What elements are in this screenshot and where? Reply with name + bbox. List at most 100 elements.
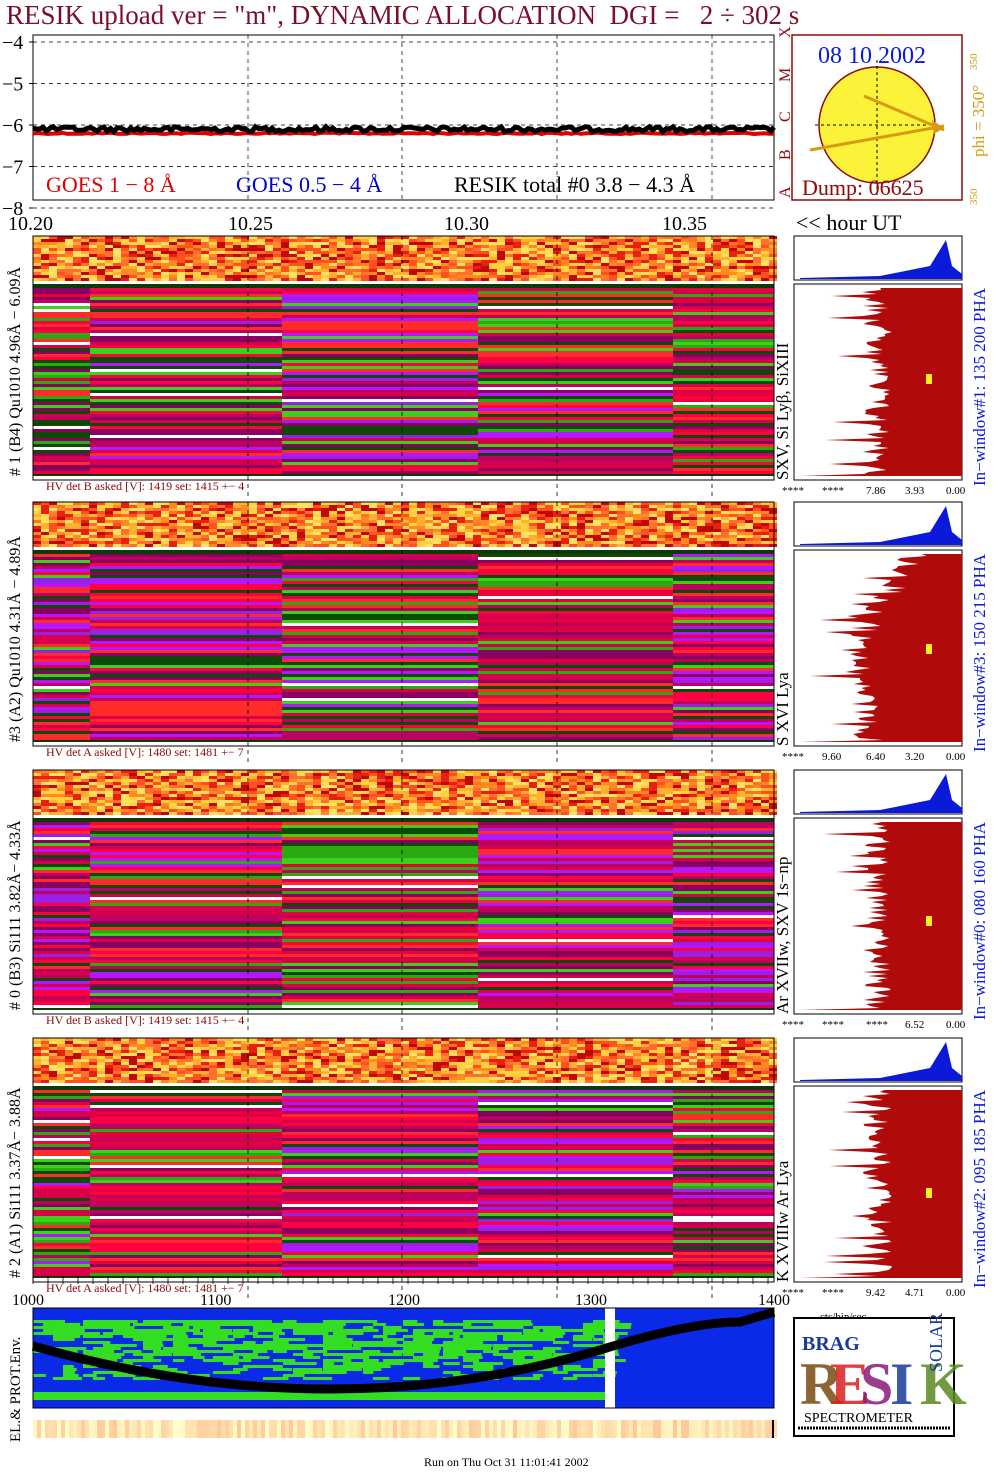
strip-cell: [737, 266, 745, 269]
strip-cell: [433, 773, 441, 776]
strip-cell: [337, 779, 345, 782]
strip-cell: [761, 502, 769, 505]
strip-cell: [497, 523, 505, 526]
strip-cell: [345, 788, 353, 791]
strip-cell: [737, 263, 745, 266]
strip-cell: [113, 809, 121, 812]
strip-cell: [105, 517, 113, 520]
strip-cell: [465, 257, 473, 260]
strip-cell: [409, 272, 417, 275]
strip-cell: [305, 517, 313, 520]
strip-cell: [233, 514, 241, 517]
strip-cell: [49, 257, 57, 260]
spectrogram-row: [282, 644, 478, 647]
strip-cell: [465, 526, 473, 529]
strip-cell: [649, 260, 657, 263]
strip-cell: [393, 541, 401, 544]
strip-cell: [689, 535, 697, 538]
spectrogram-row: [282, 632, 478, 635]
strip-cell: [681, 248, 689, 251]
strip-cell: [393, 526, 401, 529]
strip-cell: [617, 803, 625, 806]
strip-cell: [369, 505, 377, 508]
strip-cell: [153, 242, 161, 245]
strip-cell: [329, 770, 337, 773]
strip-cell: [377, 523, 385, 526]
spectrogram-row: [33, 288, 90, 291]
strip-cell: [337, 532, 345, 535]
strip-cell: [193, 803, 201, 806]
strip-cell: [129, 809, 137, 812]
strip-cell: [297, 520, 305, 523]
strip-cell: [529, 502, 537, 505]
strip-cell: [193, 245, 201, 248]
strip-cell: [41, 251, 49, 254]
strip-cell: [673, 239, 681, 242]
strip-cell: [353, 803, 361, 806]
strip-cell: [41, 514, 49, 517]
strip-cell: [161, 794, 169, 797]
strip-cell: [577, 508, 585, 511]
strip-cell: [185, 800, 193, 803]
strip-cell: [689, 508, 697, 511]
strip-cell: [769, 544, 777, 547]
strip-cell: [649, 502, 657, 505]
strip-cell: [737, 812, 745, 815]
strip-cell: [689, 251, 697, 254]
strip-cell: [273, 269, 281, 272]
strip-cell: [337, 785, 345, 788]
strip-cell: [673, 523, 681, 526]
strip-cell: [633, 794, 641, 797]
strip-cell: [697, 523, 705, 526]
strip-cell: [129, 779, 137, 782]
strip-cell: [473, 502, 481, 505]
spectrogram-row: [90, 393, 282, 396]
strip-cell: [705, 236, 713, 239]
strip-cell: [201, 508, 209, 511]
strip-cell: [361, 251, 369, 254]
strip-cell: [401, 236, 409, 239]
strip-cell: [489, 254, 497, 257]
strip-cell: [417, 245, 425, 248]
strip-cell: [177, 248, 185, 251]
strip-cell: [681, 532, 689, 535]
strip-cell: [169, 538, 177, 541]
spectrogram-row: [33, 912, 90, 915]
strip-cell: [585, 779, 593, 782]
strip-cell: [273, 251, 281, 254]
y-tick-label: −7: [2, 157, 23, 179]
strip-cell: [553, 272, 561, 275]
strip-cell: [545, 242, 553, 245]
strip-cell: [473, 263, 481, 266]
strip-cell: [97, 791, 105, 794]
strip-cell: [257, 254, 265, 257]
spectrogram-row: [282, 366, 478, 369]
strip-cell: [89, 532, 97, 535]
strip-cell: [97, 245, 105, 248]
strip-cell: [177, 502, 185, 505]
strip-cell: [737, 269, 745, 272]
spectrogram-row: [90, 315, 282, 318]
strip-cell: [209, 803, 217, 806]
spectrogram-row: [90, 414, 282, 417]
strip-cell: [169, 782, 177, 785]
strip-cell: [593, 245, 601, 248]
strip-cell: [617, 800, 625, 803]
strip-cell: [193, 272, 201, 275]
strip-cell: [193, 248, 201, 251]
strip-cell: [641, 538, 649, 541]
strip-cell: [489, 779, 497, 782]
strip-cell: [625, 257, 633, 260]
strip-cell: [393, 254, 401, 257]
strip-cell: [169, 514, 177, 517]
strip-cell: [273, 260, 281, 263]
spectrogram-row: [282, 572, 478, 575]
strip-cell: [121, 529, 129, 532]
spectrogram-row: [478, 641, 673, 644]
spectrogram-row: [33, 554, 90, 557]
strip-cell: [257, 272, 265, 275]
strip-cell: [273, 541, 281, 544]
strip-cell: [113, 239, 121, 242]
strip-cell: [569, 806, 577, 809]
strip-cell: [737, 523, 745, 526]
